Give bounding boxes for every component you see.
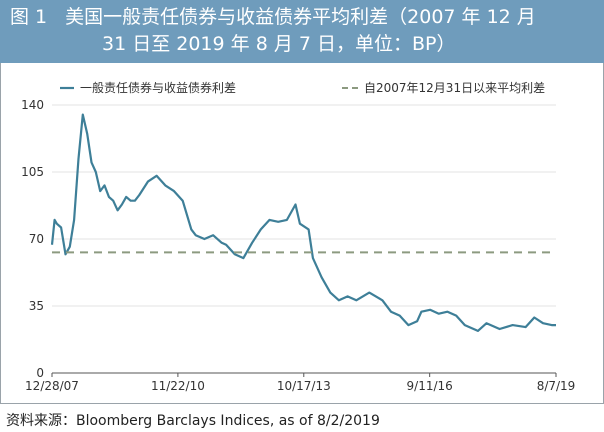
y-tick-label: 105 — [21, 165, 44, 179]
spread-line-chart: 0 35 70 105 140 12/28/07 11/22/10 10/17/13 9/11… — [21, 80, 575, 393]
x-tick-label: 8/7/19 — [537, 379, 576, 393]
y-axis-ticks: 0 35 70 105 140 — [21, 98, 44, 380]
x-tick-label: 12/28/07 — [25, 379, 79, 393]
figure-title-line-1: 图 1 美国一般责任债券与收益债券平均利差（2007 年 12 月 — [10, 4, 596, 31]
figure-label: 图 1 — [10, 6, 48, 28]
chart-legend: 一般责任债券与收益债券利差 自2007年12月31日以来平均利差 — [60, 80, 545, 95]
figure-title-banner: 图 1 美国一般责任债券与收益债券平均利差（2007 年 12 月 31 日至 2… — [0, 0, 604, 63]
figure-title-line-2: 31 日至 2019 年 8 月 7 日，单位：BP） — [102, 33, 456, 55]
source-note: 资料来源：Bloomberg Barclays Indices, as of 8… — [6, 413, 380, 429]
series-lines — [50, 113, 556, 332]
x-tick-label: 10/17/13 — [277, 379, 331, 393]
x-axis-ticks: 12/28/07 11/22/10 10/17/13 9/11/16 8/7/19 — [25, 373, 575, 393]
x-tick-label: 11/22/10 — [151, 379, 205, 393]
y-tick-label: 0 — [36, 366, 44, 380]
y-tick-label: 35 — [29, 299, 44, 313]
figure-title-text: 美国一般责任债券与收益债券平均利差（2007 年 12 月 — [65, 6, 536, 28]
gridlines — [52, 104, 556, 307]
spread-series-line — [50, 113, 556, 332]
y-tick-label: 70 — [29, 232, 44, 246]
x-tick-label: 9/11/16 — [407, 379, 453, 393]
legend-label-average: 自2007年12月31日以来平均利差 — [364, 81, 545, 95]
legend-label-spread: 一般责任债券与收益债券利差 — [80, 80, 236, 95]
y-tick-label: 140 — [21, 98, 44, 112]
